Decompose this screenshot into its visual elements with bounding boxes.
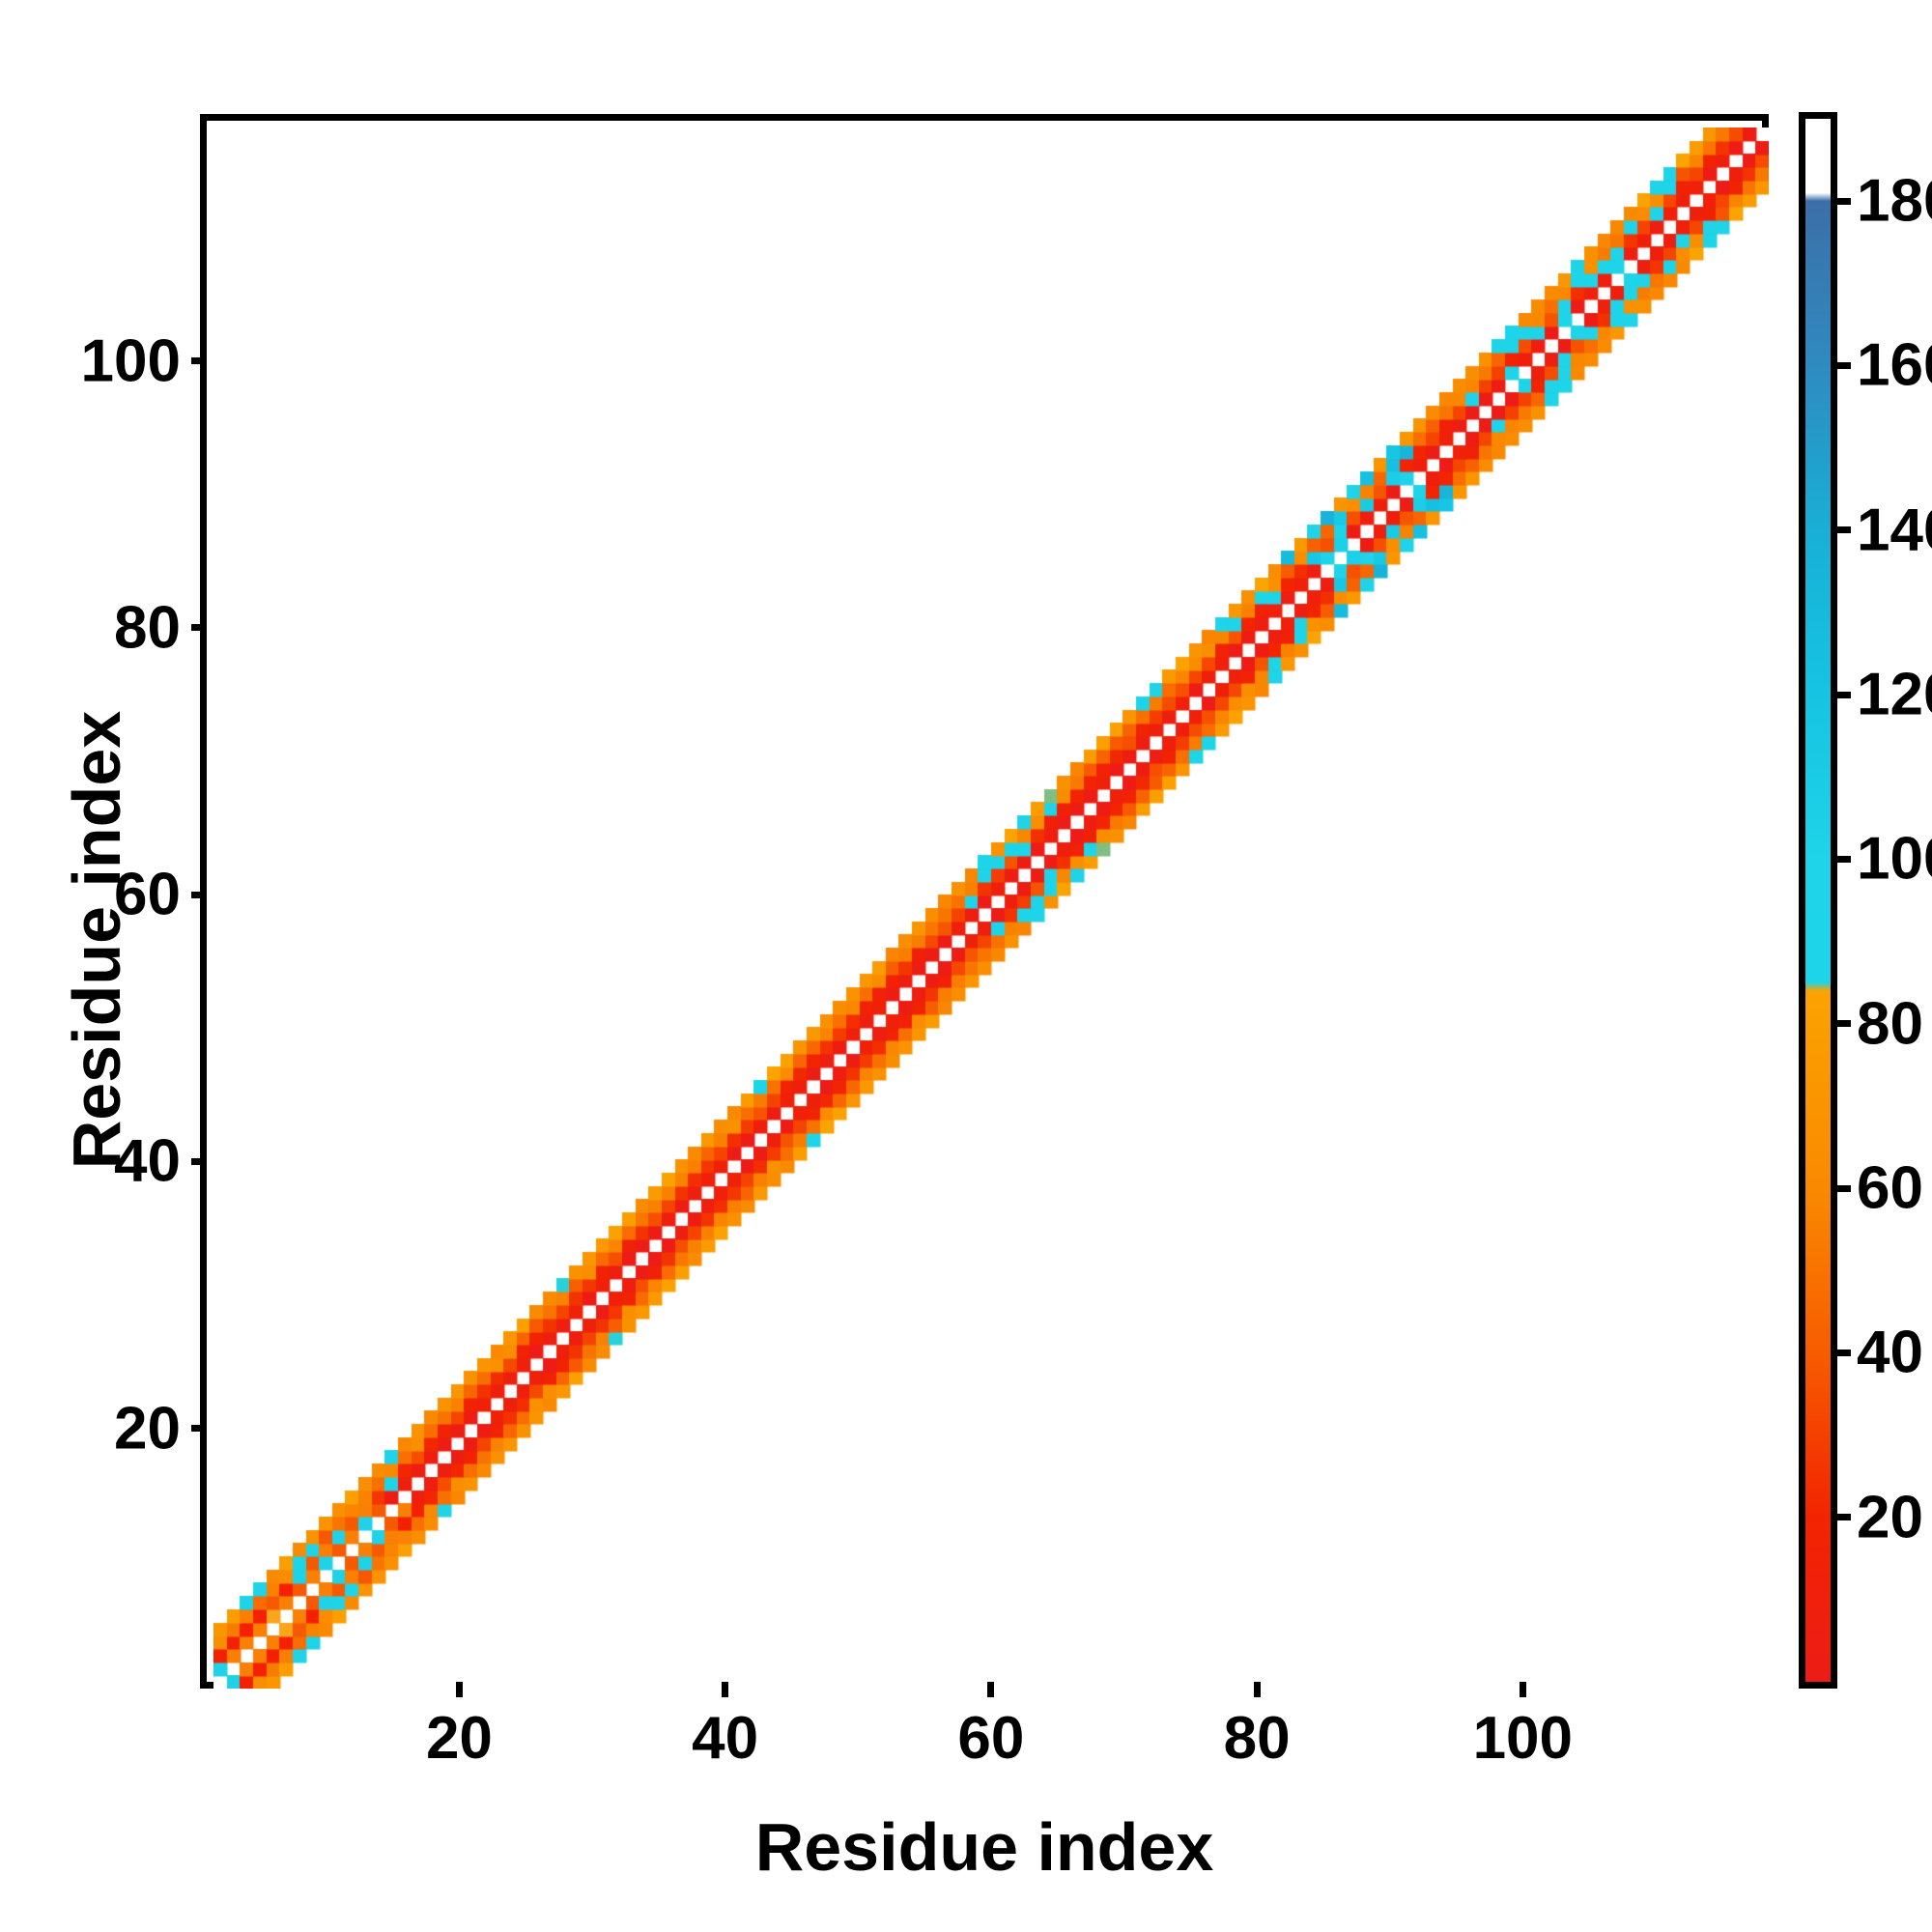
colorbar-tick-label: 60 (1857, 1154, 1923, 1222)
x-tick-label: 20 (425, 1705, 493, 1772)
colorbar-tick-label: 80 (1857, 990, 1923, 1058)
x-tick-mark (722, 1682, 729, 1697)
y-tick-mark (191, 1157, 207, 1165)
y-tick-label: 20 (114, 1395, 181, 1463)
colorbar-tick-mark (1837, 197, 1851, 205)
y-axis-title: Residue index (59, 710, 134, 1170)
colorbar-tick-mark (1837, 1020, 1851, 1028)
y-tick-mark (191, 357, 207, 365)
x-tick-mark (1519, 1682, 1526, 1697)
colorbar-tick-mark (1837, 526, 1851, 534)
colorbar-tick-mark (1837, 1514, 1851, 1521)
x-tick-label: 40 (692, 1705, 759, 1772)
y-tick-label: 80 (114, 594, 181, 662)
y-tick-label: 60 (114, 861, 181, 928)
x-axis-title: Residue index (754, 1809, 1214, 1885)
y-tick-label: 40 (114, 1127, 181, 1195)
colorbar-tick-label: 20 (1857, 1484, 1923, 1551)
colorbar-tick-mark (1837, 1184, 1851, 1192)
x-tick-mark (987, 1682, 995, 1697)
y-tick-mark (191, 891, 207, 898)
x-tick-label: 80 (1223, 1705, 1291, 1772)
colorbar-tick-label: 100 (1857, 825, 1932, 893)
colorbar-tick-label: 160 (1857, 331, 1932, 399)
x-tick-label: 100 (1472, 1705, 1574, 1772)
colorbar-tick-label: 40 (1857, 1319, 1923, 1386)
colorbar-tick-label: 140 (1857, 497, 1932, 564)
y-tick-mark (191, 1425, 207, 1433)
x-tick-label: 60 (957, 1705, 1025, 1772)
colorbar-gradient (1799, 112, 1837, 1689)
colorbar-tick-mark (1837, 361, 1851, 369)
y-tick-label: 100 (80, 327, 181, 395)
plot-area (200, 114, 1769, 1689)
colorbar: 20 40 60 80 100 120 140 160 180 (1799, 112, 1932, 1689)
colorbar-tick-label: 180 (1857, 167, 1932, 235)
x-tick-mark (455, 1682, 463, 1697)
heatmap-canvas (213, 128, 1769, 1689)
x-tick-mark (1253, 1682, 1261, 1697)
y-tick-mark (191, 624, 207, 632)
colorbar-tick-mark (1837, 855, 1851, 863)
colorbar-tick-label: 120 (1857, 661, 1932, 728)
colorbar-tick-mark (1837, 1349, 1851, 1356)
colorbar-tick-mark (1837, 691, 1851, 698)
